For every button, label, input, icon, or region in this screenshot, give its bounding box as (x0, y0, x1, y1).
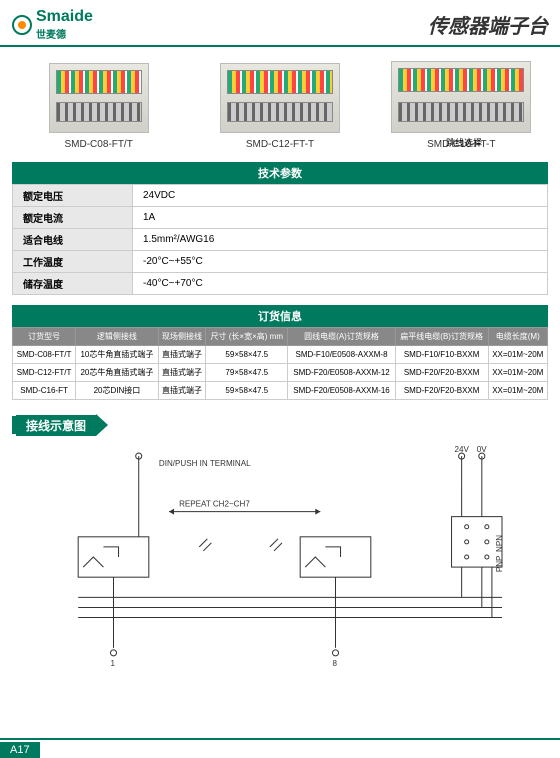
table-row: 工作温度-20°C~+55°C (13, 251, 548, 273)
logo-cn: 世麦德 (36, 26, 93, 41)
order-banner: 订货信息 (12, 305, 548, 327)
spec-label: 工作温度 (13, 251, 133, 273)
brand-logo: Smaide 世麦德 (12, 8, 93, 41)
product-item: SMD-C08-FT/T (8, 63, 189, 150)
svg-text:DIN/PUSH IN TERMINAL: DIN/PUSH IN TERMINAL (159, 459, 251, 468)
wiring-title-wrap: 接线示意图 (12, 414, 548, 436)
page-title: 传感器端子台 (428, 10, 548, 39)
spec-label: 额定电流 (13, 207, 133, 229)
spec-table: 额定电压24VDC 额定电流1A 适合电线1.5mm²/AWG16 工作温度-2… (12, 184, 548, 295)
table-row: SMD-C12-FT/T20芯牛角直插式端子直插式端子79×58×47.5SMD… (13, 364, 548, 382)
spec-label: 适合电线 (13, 229, 133, 251)
logo-text: Smaide 世麦德 (36, 8, 93, 41)
col-header: 扁平线电缆(B)订货规格 (395, 328, 488, 346)
tables-section: 技术参数 额定电压24VDC 额定电流1A 适合电线1.5mm²/AWG16 工… (0, 156, 560, 400)
wiring-title: 接线示意图 (16, 415, 96, 436)
table-row: SMD-C16-FT20芯DIN接口直插式端子59×58×47.5SMD-F20… (13, 382, 548, 400)
feature-item: 跳线选择 (438, 138, 548, 150)
col-header: 逻辑侧接线 (76, 328, 158, 346)
spec-label: 额定电压 (13, 185, 133, 207)
logo-mark-icon (12, 15, 32, 35)
product-model: SMD-C08-FT/T (8, 139, 189, 150)
table-row: 适合电线1.5mm²/AWG16 (13, 229, 548, 251)
header: Smaide 世麦德 传感器端子台 (0, 0, 560, 47)
table-row: 储存温度-40°C~+70°C (13, 273, 548, 295)
wiring-section: 接线示意图 DIN/PUSH IN TERMINAL 24V 0V REPEAT… (0, 400, 560, 672)
table-row: 额定电压24VDC (13, 185, 548, 207)
logo-prefix: S (36, 8, 47, 25)
spec-label: 储存温度 (13, 273, 133, 295)
spec-banner: 技术参数 (12, 162, 548, 184)
spec-value: -20°C~+55°C (133, 251, 548, 273)
col-header: 圆线电缆(A)订货规格 (288, 328, 395, 346)
logo-en: maide (47, 8, 93, 25)
col-header: 尺寸 (长×宽×高) mm (206, 328, 288, 346)
page-number: A17 (0, 742, 40, 758)
spec-value: 1.5mm²/AWG16 (133, 229, 548, 251)
col-header: 现场侧接线 (158, 328, 206, 346)
arrow-right-icon (96, 414, 108, 436)
wiring-diagram: DIN/PUSH IN TERMINAL 24V 0V REPEAT CH2~C… (12, 442, 548, 672)
footer-line (0, 738, 560, 740)
col-header: 电缆长度(M) (488, 328, 547, 346)
svg-text:REPEAT CH2~CH7: REPEAT CH2~CH7 (179, 500, 250, 509)
svg-text:PNP: PNP (495, 556, 504, 573)
product-item: SMD-C12-FT-T (189, 63, 370, 150)
svg-text:8: 8 (332, 659, 337, 668)
table-row: SMD-C08-FT/T10芯牛角直插式端子直插式端子59×58×47.5SMD… (13, 346, 548, 364)
svg-text:NPN: NPN (495, 535, 504, 552)
col-header: 订货型号 (13, 328, 76, 346)
product-model: SMD-C12-FT-T (189, 139, 370, 150)
wiring-svg: DIN/PUSH IN TERMINAL 24V 0V REPEAT CH2~C… (16, 446, 544, 668)
table-row: 额定电流1A (13, 207, 548, 229)
product-image (391, 61, 531, 133)
svg-text:24V: 24V (455, 446, 470, 454)
spec-value: -40°C~+70°C (133, 273, 548, 295)
svg-text:0V: 0V (477, 446, 487, 454)
footer: A17 (0, 738, 560, 758)
table-header-row: 订货型号 逻辑侧接线 现场侧接线 尺寸 (长×宽×高) mm 圆线电缆(A)订货… (13, 328, 548, 346)
product-image (220, 63, 340, 133)
svg-text:1: 1 (110, 659, 115, 668)
spec-value: 1A (133, 207, 548, 229)
order-table: 订货型号 逻辑侧接线 现场侧接线 尺寸 (长×宽×高) mm 圆线电缆(A)订货… (12, 327, 548, 400)
product-image (49, 63, 149, 133)
spec-value: 24VDC (133, 185, 548, 207)
